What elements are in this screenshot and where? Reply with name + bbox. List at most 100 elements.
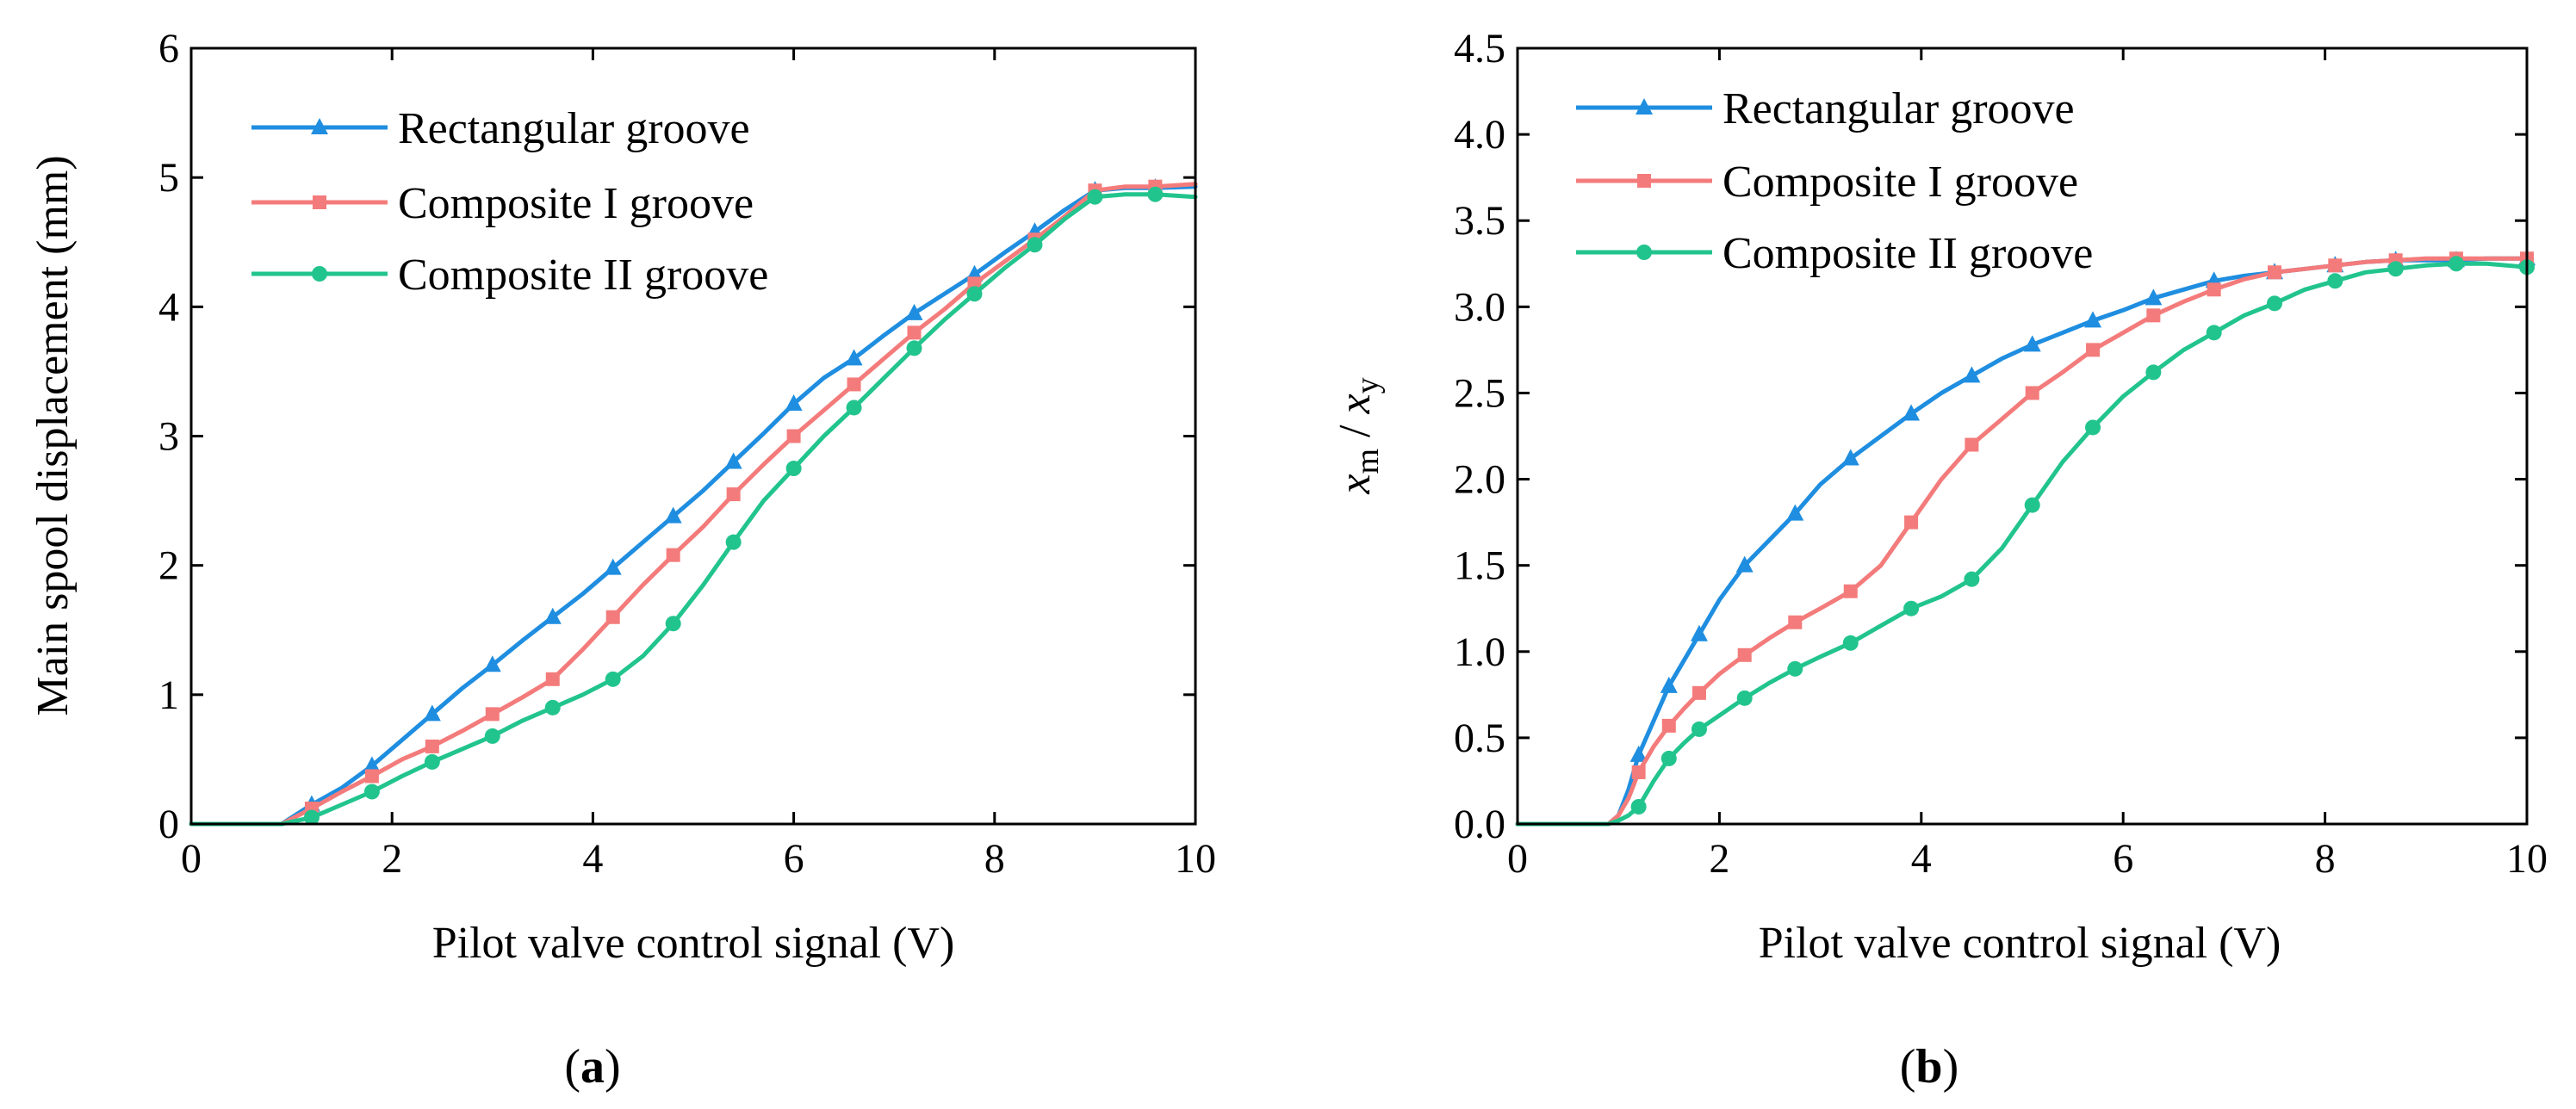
data-point-composite-i-groove bbox=[425, 739, 439, 753]
y-tick-label: 3.5 bbox=[1454, 198, 1505, 244]
data-point-rectangular-groove bbox=[1735, 555, 1754, 573]
y-tick-label: 0.0 bbox=[1454, 802, 1505, 847]
series-line-composite-i-groove bbox=[189, 182, 1198, 827]
panel-a-label-letter: a bbox=[580, 1040, 605, 1094]
data-point-composite-ii-groove bbox=[2024, 497, 2040, 513]
data-point-composite-ii-groove bbox=[2387, 261, 2404, 277]
panel-b-series bbox=[1515, 249, 2536, 827]
data-point-composite-i-groove bbox=[485, 707, 500, 722]
y-label-xy-symbol: x bbox=[1331, 393, 1380, 414]
series-line-rectangular-groove bbox=[1515, 256, 2529, 827]
panel-a-series bbox=[189, 178, 1198, 827]
y-tick-label: 1 bbox=[158, 672, 179, 718]
data-point-rectangular-groove bbox=[1690, 624, 1708, 641]
legend-marker-shape bbox=[1637, 174, 1651, 188]
panel-a: 0 2 4 6 8 10 0 1 2 3 4 5 6 Rectangular groove Compos… bbox=[28, 26, 1216, 1094]
panel-b-label-close: ) bbox=[1943, 1040, 1959, 1094]
x-tick-label: 2 bbox=[1709, 836, 1729, 882]
panel-b-legend: Rectangular groove Composite I groove Co… bbox=[1576, 84, 2093, 278]
data-point-rectangular-groove bbox=[2084, 311, 2102, 328]
legend-marker-shape bbox=[1636, 98, 1653, 115]
data-point-rectangular-groove bbox=[845, 349, 863, 366]
data-point-composite-ii-groove bbox=[1787, 660, 1803, 677]
data-point-rectangular-groove bbox=[1660, 676, 1678, 693]
data-point-composite-ii-groove bbox=[966, 286, 983, 302]
data-point-composite-i-groove bbox=[2268, 265, 2281, 280]
panel-b-label-open: ( bbox=[1900, 1040, 1916, 1094]
data-point-rectangular-groove bbox=[785, 393, 803, 411]
y-label-xm-symbol: x bbox=[1331, 474, 1380, 495]
data-point-composite-ii-groove bbox=[906, 340, 922, 356]
data-point-composite-ii-groove bbox=[303, 809, 320, 826]
data-point-composite-i-groove bbox=[786, 429, 801, 443]
legend-marker-circle bbox=[1636, 245, 1652, 260]
data-point-composite-ii-groove bbox=[2085, 419, 2101, 436]
legend-marker-shape bbox=[312, 266, 327, 282]
data-point-composite-i-groove bbox=[847, 377, 861, 392]
x-tick-label: 0 bbox=[181, 836, 202, 882]
data-point-rectangular-groove bbox=[543, 607, 562, 624]
data-point-composite-ii-groove bbox=[2267, 295, 2282, 312]
series-line-composite-i-groove bbox=[1515, 256, 2529, 827]
legend-marker-square bbox=[313, 195, 326, 209]
data-point-rectangular-groove bbox=[1903, 404, 1921, 421]
data-point-composite-ii-groove bbox=[665, 616, 681, 632]
legend-label-rectangular-groove: Rectangular groove bbox=[398, 104, 750, 153]
y-tick-label: 3.0 bbox=[1454, 284, 1505, 330]
panel-a-label-open: ( bbox=[564, 1040, 580, 1094]
data-point-composite-ii-groove bbox=[1087, 189, 1103, 205]
data-point-composite-i-groove bbox=[545, 672, 560, 686]
y-tick-label: 4 bbox=[158, 284, 179, 330]
y-tick-label: 3 bbox=[158, 414, 179, 460]
panel-b-y-axis-label: xm / xy bbox=[1331, 377, 1386, 494]
y-label-separator: / bbox=[1331, 413, 1380, 448]
panel-a-x-axis-label: Pilot valve control signal (V) bbox=[432, 919, 955, 968]
legend-marker-triangle bbox=[311, 118, 328, 134]
data-point-rectangular-groove bbox=[1629, 745, 1648, 762]
data-point-composite-ii-groove bbox=[544, 699, 561, 716]
data-point-composite-i-groove bbox=[605, 610, 620, 624]
panel-a-legend: Rectangular groove Composite I groove Co… bbox=[251, 104, 768, 300]
data-point-composite-i-groove bbox=[1788, 615, 1803, 629]
data-point-rectangular-groove bbox=[2145, 288, 2163, 306]
y-tick-label: 1.0 bbox=[1454, 629, 1505, 675]
legend-label-composite-ii-groove: Composite II groove bbox=[398, 251, 768, 300]
x-tick-label: 6 bbox=[784, 836, 804, 882]
data-point-composite-i-groove bbox=[2328, 258, 2343, 273]
data-point-rectangular-groove bbox=[423, 704, 441, 722]
legend-label-composite-i-groove: Composite I groove bbox=[1723, 158, 2078, 207]
x-tick-label: 8 bbox=[984, 836, 1005, 882]
data-point-rectangular-groove bbox=[905, 303, 923, 320]
panel-a-y-axis-label: Main spool displacement (mm) bbox=[28, 155, 78, 716]
panel-b-plot-frame bbox=[1516, 46, 2529, 826]
data-point-composite-ii-groove bbox=[1903, 600, 1920, 616]
data-point-composite-ii-groove bbox=[785, 461, 802, 477]
legend-marker-shape bbox=[311, 118, 328, 134]
data-point-rectangular-groove bbox=[483, 655, 501, 672]
data-point-composite-ii-groove bbox=[1660, 750, 1677, 766]
data-point-composite-ii-groove bbox=[1842, 635, 1859, 651]
data-point-rectangular-groove bbox=[1963, 366, 1981, 383]
legend-marker-shape bbox=[313, 195, 326, 209]
data-point-composite-ii-groove bbox=[2327, 273, 2343, 289]
data-point-rectangular-groove bbox=[1786, 504, 1804, 521]
data-point-composite-i-groove bbox=[364, 769, 379, 784]
data-point-composite-i-groove bbox=[1843, 584, 1858, 598]
legend-label-composite-i-groove: Composite I groove bbox=[398, 179, 754, 228]
legend-marker-circle bbox=[312, 266, 327, 282]
series-line-rectangular-groove bbox=[189, 184, 1198, 827]
x-tick-label: 2 bbox=[382, 836, 402, 882]
data-point-composite-i-groove bbox=[1691, 685, 1706, 700]
data-point-composite-i-groove bbox=[1904, 515, 1919, 530]
data-point-composite-i-groove bbox=[1965, 437, 1979, 452]
panel-b-ticks: 0 2 4 6 8 10 0.0 0.5 1.0 1.5 2.0 2.5 3.0 3.5 4.0 4.5 bbox=[1454, 26, 2548, 882]
panel-a-ticks: 0 2 4 6 8 10 0 1 2 3 4 5 6 bbox=[158, 26, 1216, 882]
panel-b-label-letter: b bbox=[1915, 1040, 1942, 1094]
y-label-xy-subscript: y bbox=[1350, 377, 1386, 393]
y-tick-label: 2.0 bbox=[1454, 457, 1505, 503]
x-tick-label: 4 bbox=[1911, 836, 1932, 882]
data-point-composite-ii-groove bbox=[1691, 721, 1707, 737]
data-point-composite-ii-groove bbox=[2145, 364, 2162, 381]
legend-marker-square bbox=[1637, 174, 1651, 188]
data-point-composite-ii-groove bbox=[484, 728, 500, 744]
